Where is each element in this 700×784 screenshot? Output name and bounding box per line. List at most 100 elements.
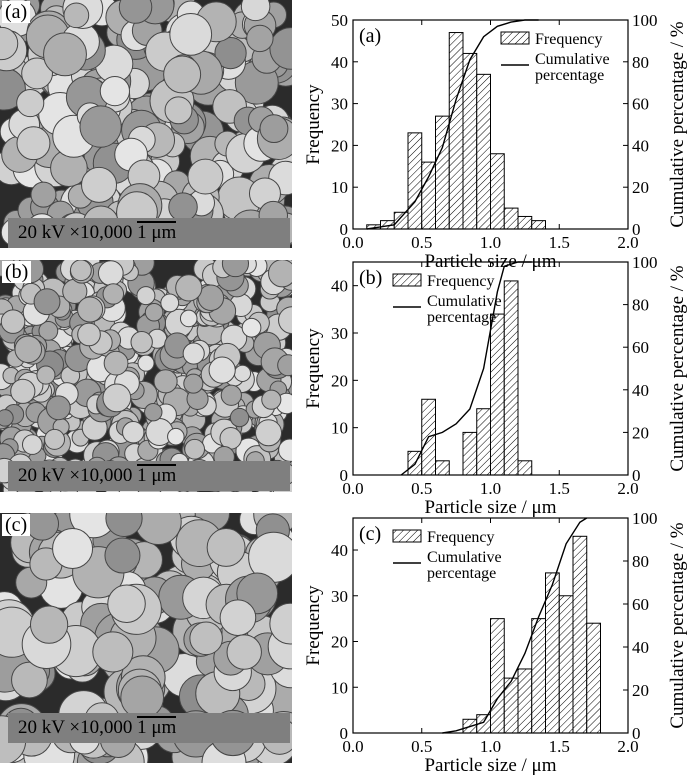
- x-tick-label: 1.5: [549, 479, 570, 498]
- y2-tick-label: 80: [632, 296, 649, 315]
- sem-particle: [169, 12, 213, 56]
- sem-particle: [33, 288, 61, 316]
- y-tick-label: 20: [331, 371, 348, 390]
- frequency-bar: [586, 622, 601, 734]
- sem-particle: [278, 306, 292, 335]
- sem-particle: [118, 0, 153, 24]
- y2-tick-label: 100: [632, 11, 658, 30]
- sem-scale-bar: 1 μm: [137, 461, 177, 491]
- legend-bar-swatch: [500, 31, 530, 45]
- sem-particle: [63, 2, 90, 29]
- sem-info-bar: 20 kV ×10,000 1 μm: [8, 713, 290, 743]
- sem-particle: [179, 309, 198, 328]
- sem-particle: [92, 631, 134, 673]
- sem-particles-b: [0, 260, 292, 492]
- sem-particle: [268, 260, 292, 288]
- sem-particle: [255, 419, 283, 447]
- y2-tick-label: 80: [632, 53, 649, 72]
- sem-particle: [163, 55, 202, 94]
- sem-particle: [206, 528, 246, 567]
- y2-tick-label: 0: [632, 466, 641, 485]
- y-tick-label: 30: [331, 324, 348, 343]
- frequency-bar: [517, 460, 533, 476]
- sem-particle: [144, 402, 163, 422]
- legend-cumulative-label: Cumulative percentage: [427, 549, 502, 582]
- sem-panel-tag: (c): [2, 514, 31, 536]
- sem-particle: [38, 320, 59, 341]
- y2-tick-label: 20: [632, 423, 649, 442]
- sem-particle: [21, 57, 53, 90]
- frequency-bar: [531, 220, 546, 230]
- sem-particle: [29, 605, 69, 644]
- histogram-chart-a: 0.0 0.5 1.0 1.5 2.001020304050020406080100Pa…: [303, 11, 688, 272]
- x-tick-label: 0.5: [411, 479, 432, 498]
- chart-panel-tag: (b): [359, 267, 382, 289]
- sem-particle: [164, 96, 193, 125]
- y-axis-label: Frequency: [303, 585, 324, 666]
- y2-tick-label: 60: [632, 338, 649, 357]
- sem-particle: [36, 365, 56, 385]
- y-tick-label: 10: [331, 178, 348, 197]
- legend-bar-swatch: [392, 273, 422, 287]
- sem-particle: [52, 528, 94, 570]
- x-tick-label: 0.0: [342, 737, 363, 756]
- sem-particle: [144, 302, 164, 322]
- sem-particle: [107, 584, 146, 624]
- y2-tick-label: 80: [632, 552, 649, 571]
- chart-panel-tag: (c): [359, 523, 381, 545]
- sem-particle: [102, 383, 132, 413]
- sem-particle: [45, 395, 71, 421]
- sem-panel-tag: (a): [2, 1, 31, 23]
- y2-tick-label: 60: [632, 595, 649, 614]
- sem-particle: [103, 350, 129, 376]
- sem-particle: [175, 274, 203, 302]
- x-tick-label: 0.5: [411, 233, 432, 252]
- x-tick-label: 1.5: [549, 737, 570, 756]
- y2-tick-label: 0: [632, 220, 641, 239]
- frequency-bar: [435, 460, 450, 476]
- sem-particle: [79, 105, 122, 148]
- x-tick-label: 2.0: [617, 737, 638, 756]
- sem-particle: [261, 389, 282, 410]
- y-tick-label: 0: [340, 724, 349, 743]
- frequency-bar: [421, 161, 436, 230]
- sem-particle: [99, 75, 130, 107]
- sem-particle: [221, 260, 250, 278]
- chart-panel-tag: (a): [359, 25, 381, 47]
- frequency-bar: [531, 618, 546, 734]
- legend-frequency-label: Frequency: [427, 529, 495, 546]
- legend-frequency-label: Frequency: [535, 31, 603, 48]
- y2-tick-label: 100: [632, 253, 658, 272]
- y-tick-label: 20: [331, 136, 348, 155]
- cumulative-line: [366, 19, 539, 230]
- sem-particle: [160, 293, 180, 313]
- y-tick-label: 40: [331, 277, 348, 296]
- frequency-bar: [572, 535, 588, 734]
- sem-particle: [187, 158, 224, 195]
- sem-voltage-magnification: 20 kV ×10,000: [18, 465, 133, 486]
- x-tick-label: 1.0: [480, 233, 501, 252]
- sem-info-bar: 20 kV ×10,000 1 μm: [8, 461, 290, 491]
- x-tick-label: 2.0: [617, 233, 638, 252]
- y2-tick-label: 20: [632, 681, 649, 700]
- sem-particle: [0, 309, 26, 334]
- y-axis-label: Frequency: [303, 84, 324, 165]
- legend-cumulative-label: Cumulative percentage: [427, 293, 502, 326]
- sem-particle: [183, 373, 204, 394]
- sem-info-bar: 20 kV ×10,000 1 μm: [8, 218, 290, 248]
- y-tick-label: 40: [331, 541, 348, 560]
- frequency-bar: [503, 207, 519, 230]
- x-tick-label: 0.5: [411, 737, 432, 756]
- sem-particle: [189, 621, 223, 656]
- sem-particle: [208, 356, 236, 384]
- x-tick-label: 0.0: [342, 479, 363, 498]
- sem-voltage-magnification: 20 kV ×10,000: [18, 717, 133, 738]
- y2-tick-label: 60: [632, 95, 649, 114]
- sem-particle: [269, 27, 292, 70]
- sem-image-c: (c) 20 kV ×10,000 1 μm: [0, 513, 292, 763]
- y2-axis-label: Cumulative percentage / %: [667, 21, 688, 227]
- sem-particle: [43, 32, 87, 77]
- frequency-bar: [517, 668, 533, 734]
- y2-axis-label: Cumulative percentage / %: [667, 522, 688, 728]
- frequency-bar: [393, 211, 409, 230]
